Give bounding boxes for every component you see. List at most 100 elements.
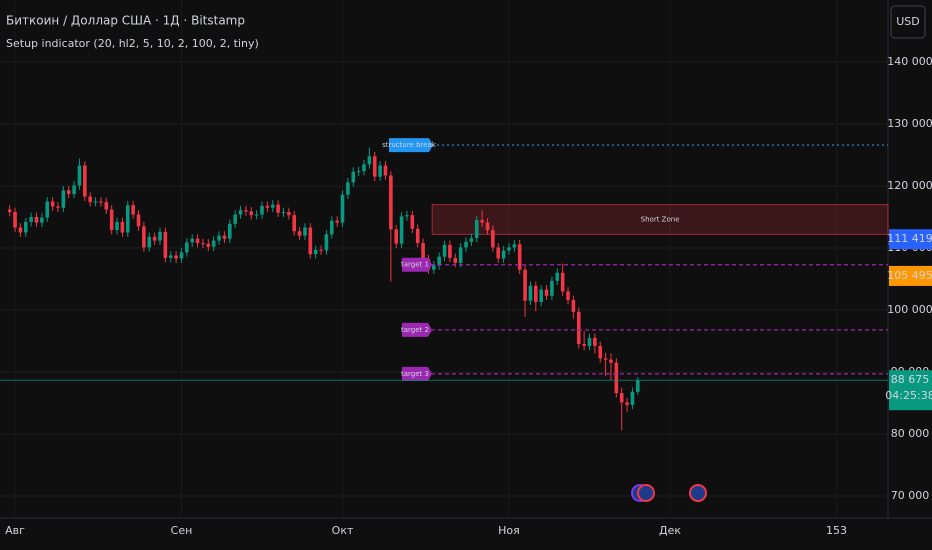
candle-body bbox=[179, 252, 184, 259]
candle-body bbox=[324, 234, 329, 251]
candle-body bbox=[61, 190, 66, 208]
price-label-box bbox=[889, 370, 932, 411]
candle-body bbox=[50, 201, 55, 207]
candle-body bbox=[142, 226, 146, 248]
candle-body bbox=[340, 194, 345, 223]
candle-body bbox=[389, 175, 393, 230]
candle-body bbox=[566, 291, 570, 301]
candle-body bbox=[598, 345, 603, 359]
candle-body bbox=[544, 289, 549, 296]
candle-body bbox=[469, 238, 474, 242]
currency-button[interactable] bbox=[890, 5, 926, 39]
candle-body bbox=[367, 156, 372, 165]
candle-body bbox=[99, 201, 103, 203]
candle-body bbox=[260, 205, 264, 215]
candle-body bbox=[244, 210, 248, 212]
candle-body bbox=[458, 247, 463, 263]
candle-body bbox=[270, 204, 275, 208]
candle-body bbox=[501, 250, 506, 259]
candle-body bbox=[136, 214, 141, 227]
x-tick-label: 153 bbox=[826, 524, 847, 537]
candle-body bbox=[539, 289, 543, 302]
candle-body bbox=[77, 165, 82, 186]
candle-body bbox=[442, 244, 447, 257]
price-label-box bbox=[889, 229, 932, 250]
candle-body bbox=[372, 156, 377, 177]
price-label: 105 495 bbox=[887, 269, 932, 282]
candle-body bbox=[72, 185, 76, 195]
candle-body bbox=[619, 393, 624, 403]
candle-body bbox=[104, 202, 109, 210]
chart-title: Биткоин / Доллар США · 1Д · Bitstamp bbox=[6, 14, 245, 28]
candle-body bbox=[507, 247, 511, 251]
candle-body bbox=[555, 272, 560, 281]
level-label-box bbox=[402, 257, 432, 272]
event-icons bbox=[631, 484, 707, 502]
candle-body bbox=[346, 182, 350, 195]
candle-body bbox=[66, 190, 71, 195]
level-label: structure break bbox=[382, 141, 437, 149]
candle-body bbox=[491, 230, 495, 248]
candle-body bbox=[313, 249, 318, 255]
candle-body bbox=[297, 231, 302, 236]
candle-body bbox=[448, 244, 452, 258]
event-icon[interactable] bbox=[689, 484, 707, 502]
candle-body bbox=[587, 337, 592, 346]
candle-body bbox=[496, 247, 501, 259]
candle-body bbox=[23, 221, 28, 233]
candle-body bbox=[276, 204, 280, 213]
x-tick-label: Ноя bbox=[498, 524, 520, 537]
candle-body bbox=[195, 238, 200, 244]
candle-body bbox=[512, 244, 517, 248]
candle-body bbox=[56, 206, 60, 208]
level-label-box bbox=[402, 366, 432, 381]
candle-body bbox=[265, 205, 270, 208]
candle-body bbox=[281, 212, 286, 214]
candle-body bbox=[147, 236, 152, 248]
candle-body bbox=[378, 165, 382, 177]
candle-body bbox=[560, 272, 565, 292]
candle-body bbox=[88, 196, 92, 203]
candle-body bbox=[571, 300, 576, 312]
x-tick-label: Окт bbox=[332, 524, 354, 537]
candle-body bbox=[292, 215, 297, 232]
level-label: target 3 bbox=[401, 370, 429, 378]
level-label-box bbox=[389, 138, 433, 153]
candle-body bbox=[174, 255, 178, 259]
candle-body bbox=[421, 243, 425, 260]
event-icon[interactable] bbox=[637, 484, 655, 502]
candle-body bbox=[410, 215, 415, 229]
plot-area: Short Zone structure break target 1 target … bbox=[7, 138, 889, 431]
zone-label: Short Zone bbox=[641, 215, 680, 223]
candle-body bbox=[576, 311, 581, 345]
candle-body bbox=[131, 205, 135, 215]
candle-body bbox=[534, 285, 538, 302]
candle-body bbox=[7, 209, 12, 213]
candle-body bbox=[480, 220, 484, 223]
candle-body bbox=[45, 201, 50, 218]
candle-body bbox=[630, 391, 635, 405]
y-tick-label: 130 000 bbox=[887, 117, 932, 130]
y-tick-label: 140 000 bbox=[887, 55, 932, 68]
candle-body bbox=[233, 214, 237, 224]
candle-body bbox=[415, 228, 420, 244]
candle-body bbox=[636, 380, 640, 392]
candle-body bbox=[227, 223, 232, 239]
price-label-box bbox=[889, 265, 932, 286]
candle-body bbox=[190, 238, 195, 243]
candle-body bbox=[528, 285, 533, 301]
candle-body bbox=[399, 216, 404, 244]
candle-body bbox=[383, 165, 388, 176]
candle-body bbox=[185, 242, 189, 253]
candle-body bbox=[217, 235, 221, 241]
countdown: 04:25:38 bbox=[885, 389, 932, 402]
candle-body bbox=[362, 164, 366, 172]
price-label: 88 675 bbox=[891, 373, 930, 386]
candle-body bbox=[83, 165, 87, 197]
y-tick-label: 70 000 bbox=[891, 489, 930, 502]
currency-label: USD bbox=[896, 15, 920, 28]
candle-body bbox=[211, 240, 216, 247]
candle-body bbox=[168, 255, 173, 258]
candle-body bbox=[34, 217, 39, 223]
candle-body bbox=[308, 227, 313, 255]
